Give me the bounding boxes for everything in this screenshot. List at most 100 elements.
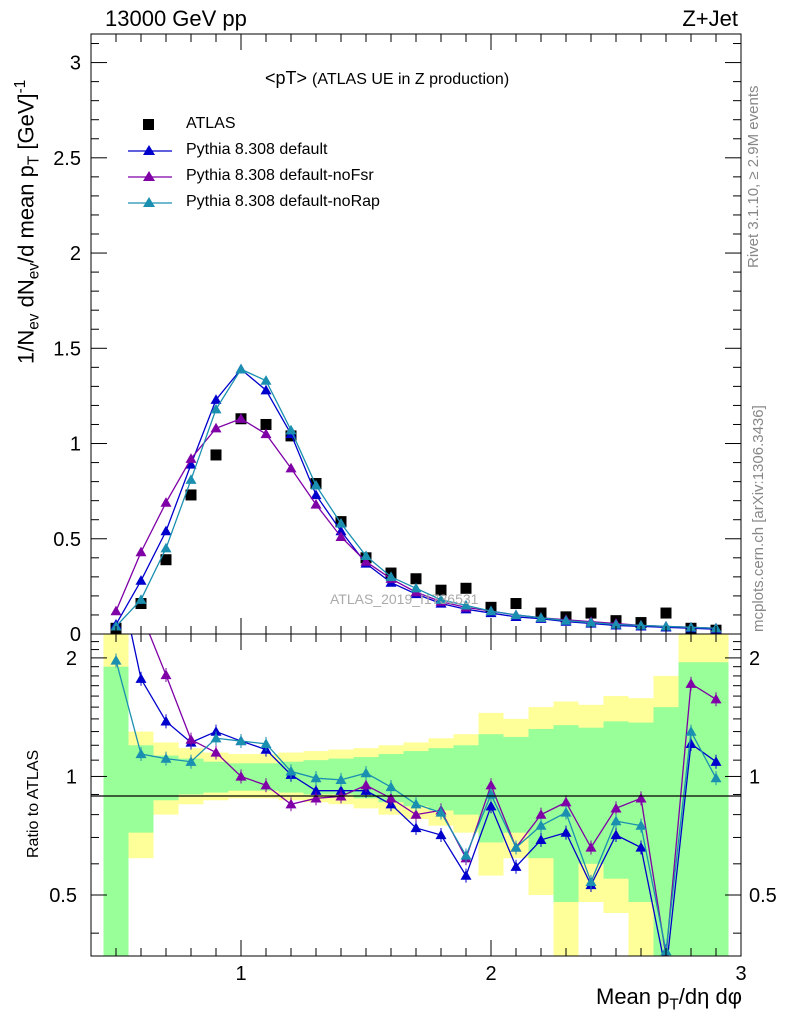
data-point-norap bbox=[360, 550, 372, 561]
ratio-point-norap bbox=[310, 772, 322, 783]
data-point-norap bbox=[610, 618, 622, 629]
data-point-norap bbox=[285, 424, 297, 435]
ratio-point-nofsr bbox=[310, 792, 322, 803]
main-y-ticks: 0 0.5 1 1.5 2 2.5 3 bbox=[53, 43, 741, 646]
ratio-point-default bbox=[135, 673, 147, 683]
ratio-y-tick-label-right: 0.5 bbox=[749, 885, 777, 907]
ratio-point-norap bbox=[110, 654, 122, 665]
ratio-point-norap bbox=[160, 753, 172, 763]
data-point-norap bbox=[485, 605, 497, 616]
band-green-bin bbox=[428, 748, 454, 811]
data-point-nofsr bbox=[335, 531, 347, 541]
ratio-point-default bbox=[635, 842, 647, 852]
data-point-norap bbox=[410, 582, 422, 593]
data-point-nofsr bbox=[135, 546, 147, 557]
legend-label-default: Pythia 8.308 default bbox=[186, 141, 328, 158]
process-label: Z+Jet bbox=[682, 6, 738, 31]
ratio-point-norap bbox=[685, 726, 697, 736]
data-point-atlas bbox=[260, 418, 272, 430]
ratio-y-tick-label-right: 1 bbox=[749, 766, 760, 788]
data-point-nofsr bbox=[110, 605, 122, 616]
rivet-version-label: Rivet 3.1.10, ≥ 2.9M events bbox=[745, 85, 762, 269]
data-point-atlas bbox=[660, 607, 672, 619]
band-green-bin bbox=[603, 721, 629, 879]
ratio-point-nofsr bbox=[585, 842, 597, 852]
ratio-y-tick-label: 2 bbox=[66, 648, 77, 670]
ratio-point-norap bbox=[510, 842, 522, 852]
ratio-point-nofsr bbox=[111, 534, 122, 544]
ratio-point-default bbox=[310, 785, 322, 795]
data-point-nofsr bbox=[210, 422, 222, 433]
ratio-point-norap bbox=[135, 748, 147, 759]
data-point-nofsr bbox=[185, 453, 197, 463]
data-point-default bbox=[160, 525, 172, 536]
mcplots-credit-label: mcplots.cern.ch [arXiv:1306.3436] bbox=[750, 405, 767, 632]
ratio-point-nofsr bbox=[260, 779, 272, 790]
ratio-y-tick-label-right: 2 bbox=[749, 648, 760, 670]
ratio-point-default bbox=[210, 726, 222, 736]
ratio-point-default bbox=[460, 870, 472, 880]
data-point-norap bbox=[160, 542, 172, 553]
data-point-norap bbox=[510, 609, 522, 620]
ratio-series-clipped bbox=[110, 534, 722, 976]
ratio-point-norap bbox=[460, 849, 472, 860]
ratio-point-norap bbox=[210, 732, 222, 743]
legend-symbol-default bbox=[128, 145, 172, 155]
data-point-norap bbox=[335, 518, 347, 528]
x-axis-ticks: 1 2 3 bbox=[115, 34, 747, 985]
ratio-point-default bbox=[510, 861, 522, 871]
ratio-point-nofsr bbox=[635, 792, 647, 803]
main-y-tick-label: 0 bbox=[70, 624, 81, 646]
ratio-uncertainty-bands bbox=[103, 634, 729, 956]
band-green-bin bbox=[453, 745, 479, 815]
data-point-norap bbox=[535, 612, 547, 622]
data-point-nofsr bbox=[285, 462, 297, 473]
ratio-series bbox=[110, 534, 722, 976]
data-point-norap bbox=[560, 615, 572, 625]
ratio-point-default bbox=[710, 756, 722, 766]
ratio-point-default bbox=[535, 834, 547, 845]
data-point-atlas bbox=[160, 554, 172, 566]
ratio-point-default bbox=[435, 829, 447, 840]
data-point-atlas bbox=[410, 573, 422, 585]
data-point-default bbox=[135, 575, 147, 585]
data-point-nofsr bbox=[360, 556, 372, 566]
band-green-bin bbox=[653, 707, 679, 956]
ratio-ticks: 0.5 0.5 1 1 2 2 bbox=[49, 641, 777, 934]
ratio-y-tick-label: 0.5 bbox=[49, 885, 77, 907]
data-point-norap bbox=[635, 619, 647, 630]
legend-label-atlas: ATLAS bbox=[186, 115, 236, 132]
chart-title: <pT> (ATLAS UE in Z production) bbox=[265, 68, 509, 89]
ratio-point-nofsr bbox=[235, 770, 247, 781]
data-point-norap bbox=[235, 363, 247, 374]
data-point-nofsr bbox=[310, 498, 322, 509]
main-y-tick-label: 3 bbox=[70, 53, 81, 75]
ratio-point-nofsr bbox=[610, 802, 622, 813]
data-point-norap bbox=[260, 375, 272, 385]
ratio-point-default bbox=[661, 966, 672, 976]
x-tick-label: 1 bbox=[235, 963, 246, 985]
legend-label-nofsr: Pythia 8.308 default-noFsr bbox=[186, 167, 374, 184]
data-point-atlas bbox=[585, 607, 597, 619]
legend-symbol-atlas bbox=[143, 119, 154, 130]
main-y-tick-label: 1.5 bbox=[53, 338, 81, 360]
legend-label-norap: Pythia 8.308 default-noRap bbox=[186, 193, 380, 210]
data-point-atlas bbox=[185, 489, 197, 501]
ratio-point-norap bbox=[285, 765, 297, 776]
band-green-bin bbox=[203, 761, 229, 793]
ratio-point-nofsr bbox=[685, 678, 697, 688]
ratio-point-default bbox=[610, 829, 622, 840]
ratio-point-nofsr bbox=[535, 809, 547, 819]
ratio-point-norap bbox=[610, 815, 622, 826]
ratio-point-norap bbox=[410, 798, 422, 809]
data-point-norap bbox=[435, 594, 447, 604]
ratio-point-norap bbox=[435, 806, 447, 817]
ratio-point-norap bbox=[535, 820, 547, 830]
data-point-norap bbox=[460, 599, 472, 610]
band-green-bin bbox=[103, 666, 129, 956]
ratio-point-nofsr bbox=[560, 796, 572, 807]
ratio-point-norap bbox=[560, 806, 572, 817]
ratio-point-nofsr bbox=[360, 779, 372, 790]
data-point-norap bbox=[135, 594, 147, 604]
ratio-y-axis-label: Ratio to ATLAS bbox=[25, 749, 42, 858]
